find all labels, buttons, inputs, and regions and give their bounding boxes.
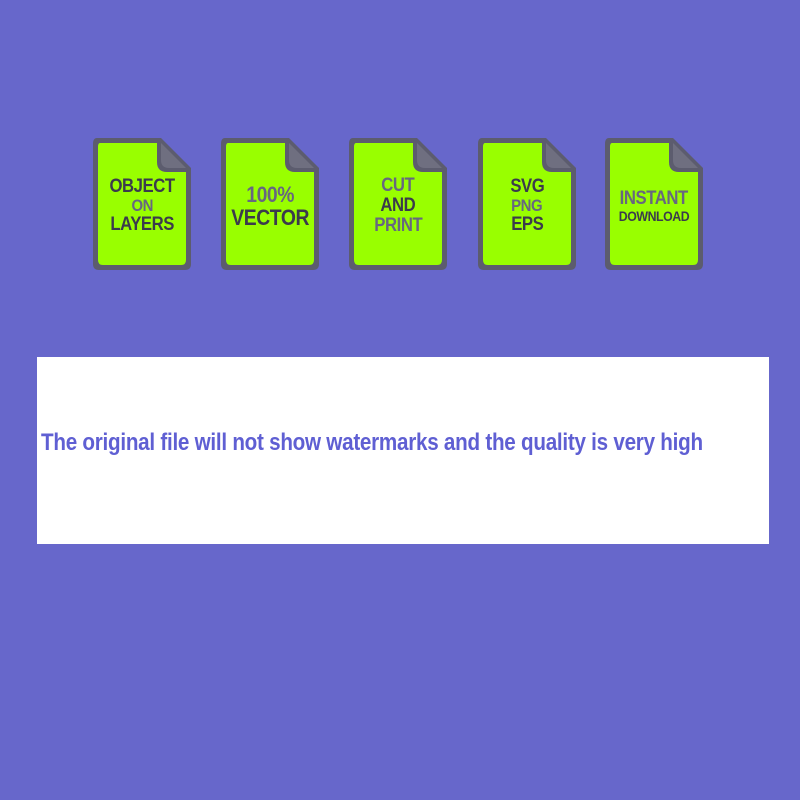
feature-card: 100% VECTOR [219, 136, 321, 272]
card-label-line: INSTANT [619, 187, 689, 209]
card-label-line: OBJECT [109, 176, 175, 198]
notice-text: The original file will not show watermar… [41, 429, 703, 456]
card-label-line: VECTOR [231, 205, 309, 230]
card-label-line: CUT [381, 175, 415, 197]
feature-card: INSTANT DOWNLOAD [603, 136, 705, 272]
feature-card: SVG PNG EPS [476, 136, 578, 272]
card-label-line: 100% [246, 181, 294, 207]
feature-card: CUT AND PRINT [347, 136, 449, 272]
file-icon [605, 138, 703, 270]
card-label-line: DOWNLOAD [618, 207, 690, 224]
file-icon [221, 138, 319, 270]
feature-card: OBJECT ON LAYERS [91, 136, 193, 272]
card-label-line: ON [131, 196, 153, 216]
file-icon [478, 138, 576, 270]
card-label-line: SVG [510, 176, 544, 198]
file-icon [93, 138, 191, 270]
card-label-line: LAYERS [110, 213, 174, 235]
notice-banner: The original file will not show watermar… [37, 357, 769, 544]
card-label-line: PNG [511, 196, 543, 216]
card-label-line: PRINT [374, 214, 422, 236]
card-label-line: AND [380, 195, 416, 217]
file-icon [349, 138, 447, 270]
card-label-line: EPS [510, 213, 544, 235]
